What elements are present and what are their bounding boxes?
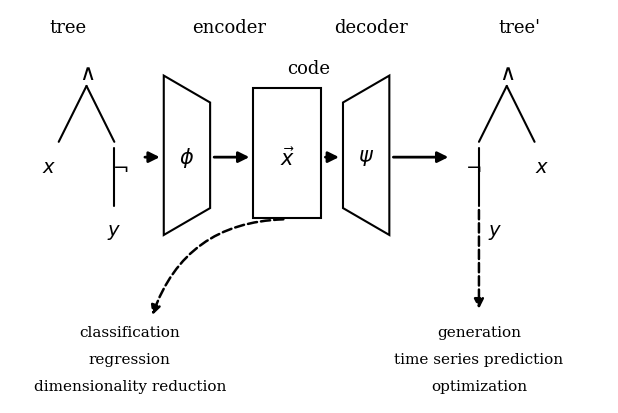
Text: classification: classification: [79, 325, 180, 339]
Text: $\phi$: $\phi$: [179, 146, 195, 170]
Text: $y$: $y$: [488, 222, 502, 241]
Text: decoder: decoder: [334, 19, 408, 36]
Text: $\wedge$: $\wedge$: [499, 63, 514, 85]
Text: generation: generation: [437, 325, 521, 339]
Text: tree': tree': [498, 19, 540, 36]
Text: time series prediction: time series prediction: [394, 352, 564, 366]
Text: $x$: $x$: [43, 159, 56, 177]
Text: $\neg$: $\neg$: [112, 159, 129, 177]
Text: $\psi$: $\psi$: [358, 148, 375, 168]
Text: $\neg$: $\neg$: [465, 159, 481, 177]
Text: optimization: optimization: [431, 379, 527, 393]
Text: $\wedge$: $\wedge$: [79, 63, 94, 85]
Text: encoder: encoder: [192, 19, 266, 36]
Text: dimensionality reduction: dimensionality reduction: [33, 379, 226, 393]
Bar: [253, 89, 321, 219]
Text: $x$: $x$: [535, 159, 549, 177]
Text: code: code: [287, 60, 331, 78]
Text: regression: regression: [89, 352, 171, 366]
Text: $\vec{x}$: $\vec{x}$: [280, 146, 295, 169]
Text: $y$: $y$: [107, 222, 122, 241]
Text: tree: tree: [49, 19, 87, 36]
